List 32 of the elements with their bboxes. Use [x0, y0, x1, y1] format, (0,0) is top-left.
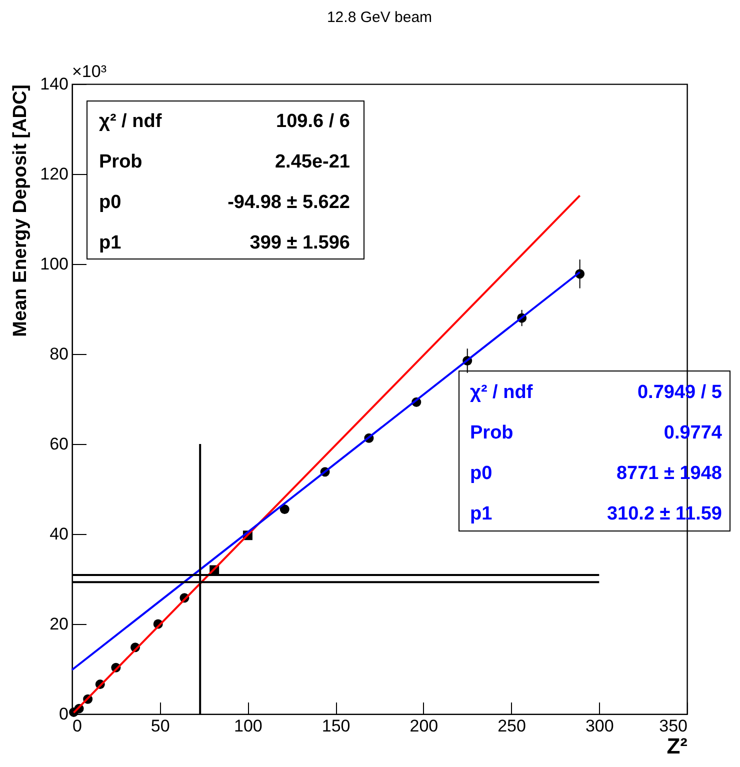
- x-tick-label: 200: [410, 716, 438, 736]
- annotation: 109.6 / 6: [276, 111, 350, 132]
- y-tick-label: 100: [40, 254, 68, 274]
- y-tick-label: 20: [50, 614, 68, 634]
- annotation: p0: [99, 192, 122, 213]
- y-tick-label: 140: [40, 74, 68, 94]
- annotation: 399 ± 1.596: [250, 232, 350, 254]
- annotation: -94.98 ± 5.622: [228, 192, 350, 213]
- x-tick-label: 350: [659, 716, 688, 736]
- y-tick-label: 0: [59, 704, 68, 724]
- x-tick-label: 250: [498, 716, 526, 736]
- annotation: 2.45e-21: [274, 152, 350, 172]
- annotation: χ² / ndf: [470, 382, 534, 403]
- y-tick-label: 60: [50, 434, 68, 454]
- x-tick-label: 50: [150, 716, 170, 736]
- x-tick-label: 100: [234, 716, 262, 736]
- text: ×10³: [72, 62, 107, 81]
- x-tick-label: 150: [322, 716, 350, 736]
- y-tick-label: 120: [40, 164, 68, 184]
- chart-title: 12.8 GeV beam: [326, 9, 432, 26]
- y-axis-title: Mean Energy Deposit [ADC]: [10, 84, 32, 337]
- annotation: p1: [470, 504, 493, 524]
- y-tick-label: 80: [50, 344, 68, 364]
- x-tick-label: 300: [585, 716, 614, 736]
- annotation: Prob: [99, 152, 142, 172]
- x-axis-title: Z²: [666, 734, 688, 758]
- annotation: p0: [470, 463, 492, 484]
- y-tick-label: 40: [50, 524, 68, 544]
- annotation: Prob: [470, 422, 514, 444]
- annotation: χ² / ndf: [99, 111, 162, 132]
- annotation: p1: [99, 232, 122, 254]
- x-tick-label: 0: [72, 716, 82, 736]
